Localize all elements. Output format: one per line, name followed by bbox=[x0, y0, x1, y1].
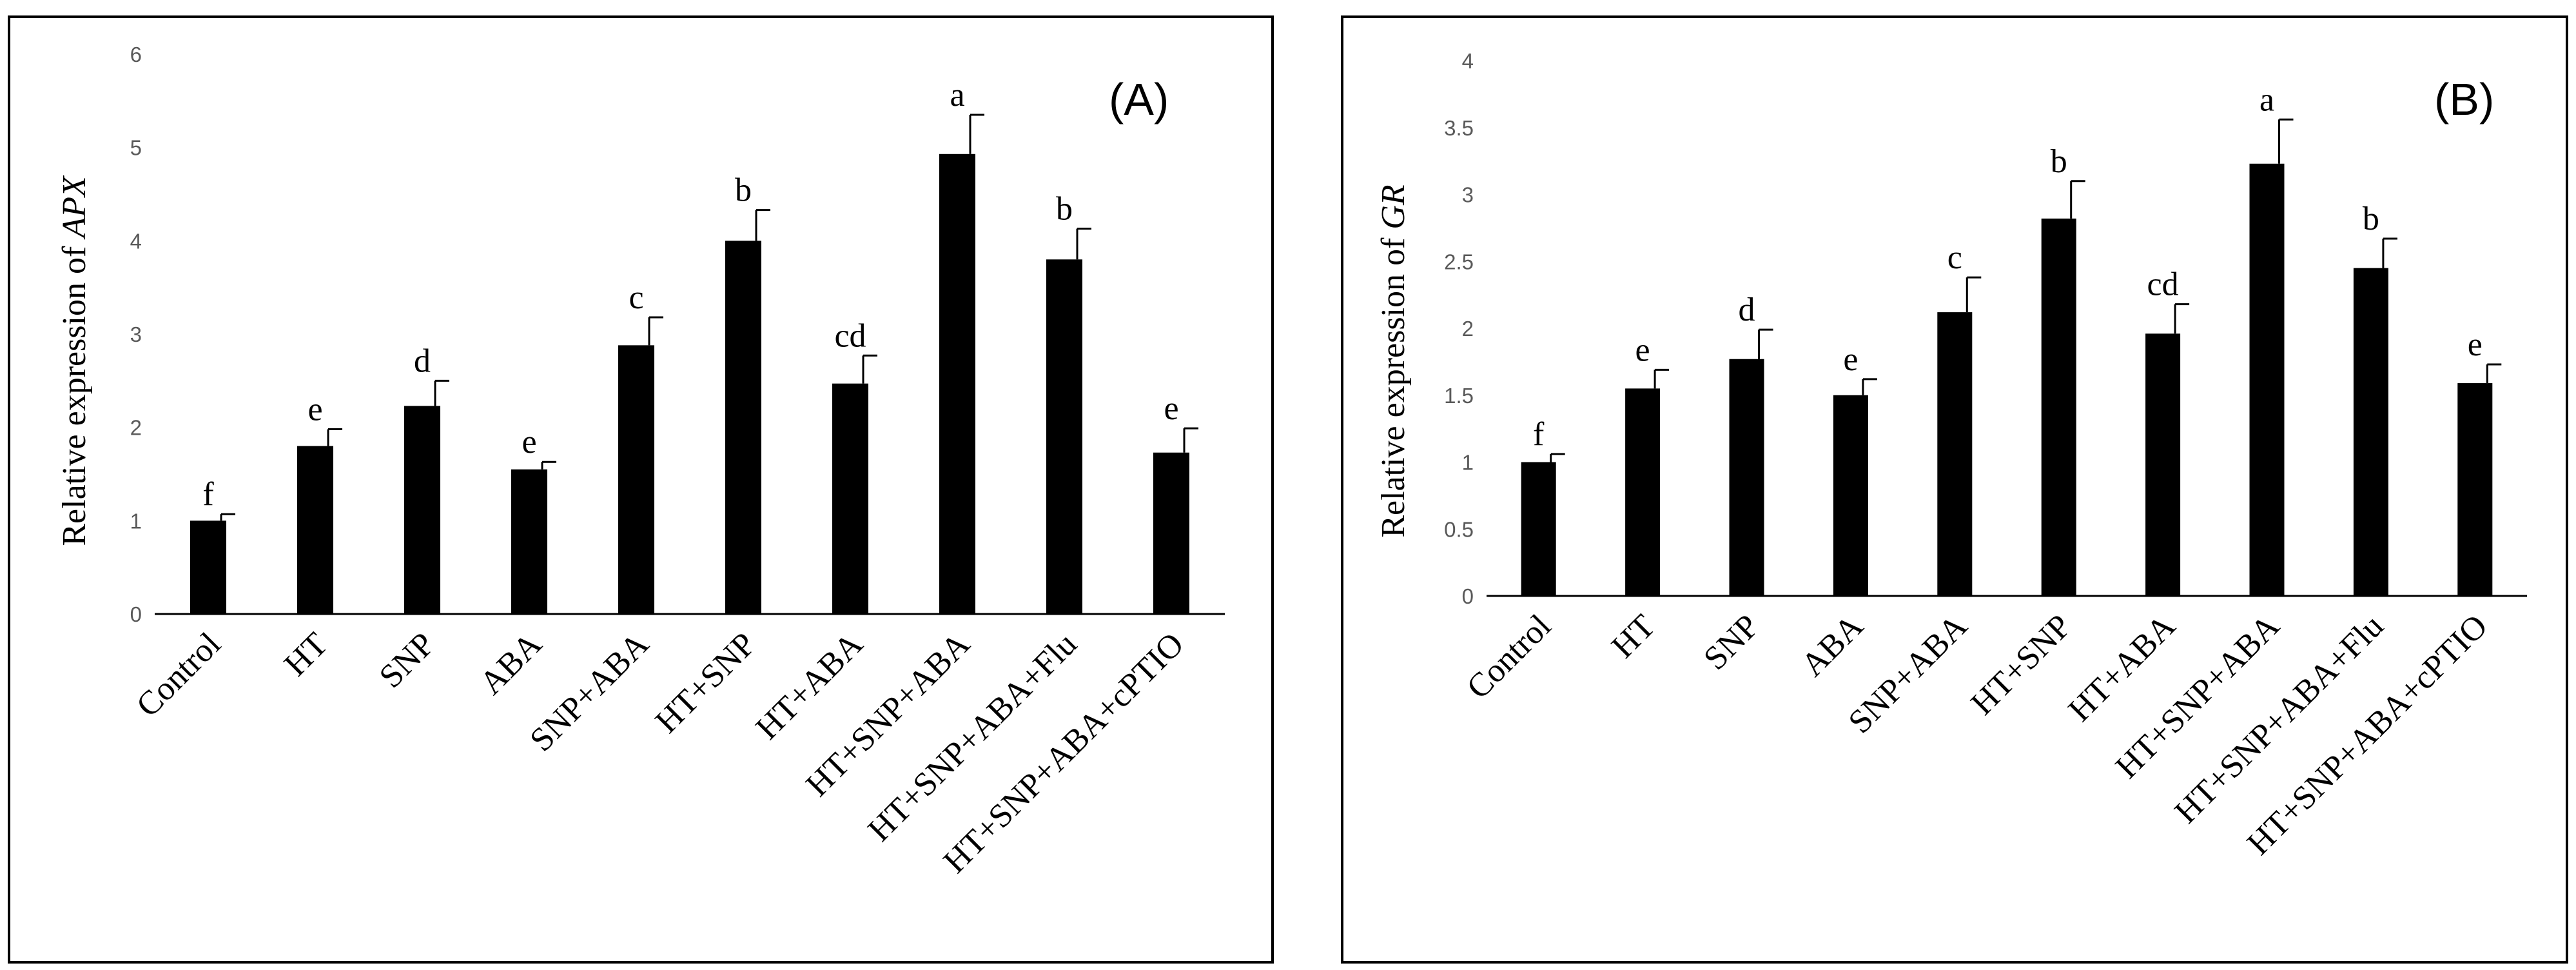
panel-b-bar bbox=[2457, 383, 2493, 596]
panel-b-significance-letter: c bbox=[1947, 239, 1962, 276]
panel-a-y-tick-label: 2 bbox=[130, 416, 142, 440]
panel-b-error-bar bbox=[1550, 453, 1565, 462]
panel-a-significance-letter: e bbox=[522, 424, 536, 460]
panel-b-significance-letter: e bbox=[2468, 326, 2483, 363]
panel-a-significance-letter: b bbox=[1056, 191, 1073, 228]
panel-b-y-tick-label: 1 bbox=[1462, 451, 1474, 475]
panel-b-y-tick-label: 0.5 bbox=[1444, 517, 1474, 541]
panel-a-bar bbox=[404, 406, 440, 614]
panel-b-bar bbox=[1729, 359, 1764, 596]
panel-b-bar bbox=[2249, 163, 2285, 596]
panel-a-error-bars bbox=[220, 114, 1198, 521]
panel-a-bar bbox=[939, 153, 975, 614]
panel-a-error-bar bbox=[327, 428, 342, 446]
panel-b-y-ticks: 0 0.5 1 1.5 2 2.5 3 3.5 4 bbox=[1444, 49, 1474, 608]
panel-b-error-bars bbox=[1550, 118, 2502, 462]
panel-a-bar bbox=[190, 520, 226, 614]
panel-a-y-axis-label-gene: APX bbox=[56, 175, 93, 240]
panel-b-error-bar bbox=[2174, 303, 2190, 334]
panel-a-error-bar bbox=[862, 354, 877, 384]
panel-a-significance-letter: a bbox=[950, 77, 964, 114]
panel-b-error-bar bbox=[2070, 180, 2085, 219]
panel-b-error-bar bbox=[2382, 237, 2397, 268]
panel-b-error-bar bbox=[2486, 363, 2502, 384]
panel-b-error-bar bbox=[1966, 276, 1982, 313]
panel-b-bar bbox=[1833, 395, 1868, 596]
panel-a-significance-letter: c bbox=[629, 279, 643, 316]
panel-a-y-tick-label: 4 bbox=[130, 229, 142, 253]
panel-b-significance-letter: b bbox=[2363, 201, 2379, 237]
panel-b-significance-letters: f e d e c b cd a b e bbox=[1533, 81, 2483, 453]
panel-a-error-bar bbox=[648, 316, 663, 346]
panel-a-bar bbox=[1153, 452, 1189, 614]
panel-a-y-tick-label: 0 bbox=[130, 602, 142, 626]
panel-b-significance-letter: b bbox=[2051, 143, 2067, 180]
panel-b-y-tick-label: 3 bbox=[1462, 183, 1474, 207]
panel-b-y-tick-label: 0 bbox=[1462, 584, 1474, 608]
panel-a-significance-letter: f bbox=[202, 476, 214, 513]
panel-a-significance-letters: f e d e c b cd a b e bbox=[202, 77, 1178, 513]
panel-b-label: (B) bbox=[2434, 74, 2494, 124]
panel-a-y-tick-label: 5 bbox=[130, 136, 142, 160]
chart-panel-b: (B) Relative expression of GR 0 0.5 1 1.5 2 2… bbox=[1341, 15, 2568, 964]
panel-a-error-bar bbox=[1076, 228, 1091, 260]
panel-b-y-tick-label: 4 bbox=[1462, 49, 1474, 73]
panel-b-y-tick-label: 2 bbox=[1462, 317, 1474, 341]
panel-a-error-bar bbox=[969, 114, 984, 154]
panel-b-significance-letter: e bbox=[1843, 341, 1858, 378]
panel-b-bar bbox=[1521, 462, 1556, 596]
panel-a-bar bbox=[297, 446, 333, 614]
panel-b-y-axis-label: Relative expression of GR bbox=[1375, 184, 1412, 537]
panel-b-y-axis-label-gene: GR bbox=[1375, 184, 1412, 229]
panel-a-significance-letter: e bbox=[307, 391, 322, 428]
panel-b-significance-letter: a bbox=[2259, 81, 2274, 118]
panel-a-error-bar bbox=[434, 379, 449, 406]
panel-b-error-bar bbox=[2278, 118, 2294, 164]
panel-a-bar bbox=[725, 241, 761, 614]
panel-a-bar bbox=[618, 345, 654, 614]
panel-b-significance-letter: f bbox=[1533, 416, 1545, 453]
panel-a-y-tick-label: 3 bbox=[130, 322, 142, 346]
panel-a-bar bbox=[832, 383, 868, 614]
chart-panel-a: (A) Relative expression of APX 0 1 2 3 4 5 6 f… bbox=[8, 15, 1274, 964]
panel-b-y-axis-label-prefix: Relative expression of bbox=[1375, 230, 1412, 538]
panel-a-y-ticks: 0 1 2 3 4 5 6 bbox=[130, 43, 142, 626]
panel-b-significance-letter: d bbox=[1739, 292, 1755, 328]
panel-a-bar bbox=[511, 469, 547, 614]
panel-a-y-axis-label-prefix: Relative expression of bbox=[56, 238, 93, 546]
panel-b-y-tick-label: 1.5 bbox=[1444, 384, 1474, 408]
panel-a-y-tick-label: 6 bbox=[130, 43, 142, 66]
panel-a-significance-letter: d bbox=[414, 342, 431, 379]
panel-b-bars bbox=[1521, 163, 2493, 597]
panel-b-y-tick-label: 3.5 bbox=[1444, 116, 1474, 140]
panel-b-bar bbox=[2145, 333, 2181, 596]
panel-b-bar bbox=[1937, 312, 1973, 596]
panel-b-bar bbox=[2041, 218, 2076, 597]
panel-a-significance-letter: b bbox=[735, 172, 752, 209]
panel-a-error-bar bbox=[1183, 427, 1198, 453]
panel-a-label: (A) bbox=[1109, 74, 1169, 124]
panel-b-significance-letter: cd bbox=[2147, 266, 2179, 303]
panel-b-error-bar bbox=[1654, 368, 1670, 389]
panel-b-bar bbox=[2353, 268, 2388, 596]
panel-b-error-bar bbox=[1862, 378, 1877, 395]
panel-a-error-bar bbox=[755, 209, 770, 241]
panel-a-error-bar bbox=[541, 460, 556, 470]
panel-a-y-axis-label: Relative expression of APX bbox=[56, 175, 93, 546]
panel-a-y-tick-label: 1 bbox=[130, 509, 142, 533]
panel-a-error-bar bbox=[220, 513, 235, 521]
panel-b-significance-letter: e bbox=[1635, 332, 1650, 368]
panel-a-significance-letter: e bbox=[1164, 390, 1178, 427]
panel-b-bar bbox=[1625, 388, 1661, 596]
panel-b-y-tick-label: 2.5 bbox=[1444, 250, 1474, 273]
panel-a-bars bbox=[190, 153, 1189, 614]
panel-b-error-bar bbox=[1758, 328, 1773, 359]
panel-a-bar bbox=[1046, 259, 1082, 614]
panel-a-significance-letter: cd bbox=[834, 317, 866, 354]
